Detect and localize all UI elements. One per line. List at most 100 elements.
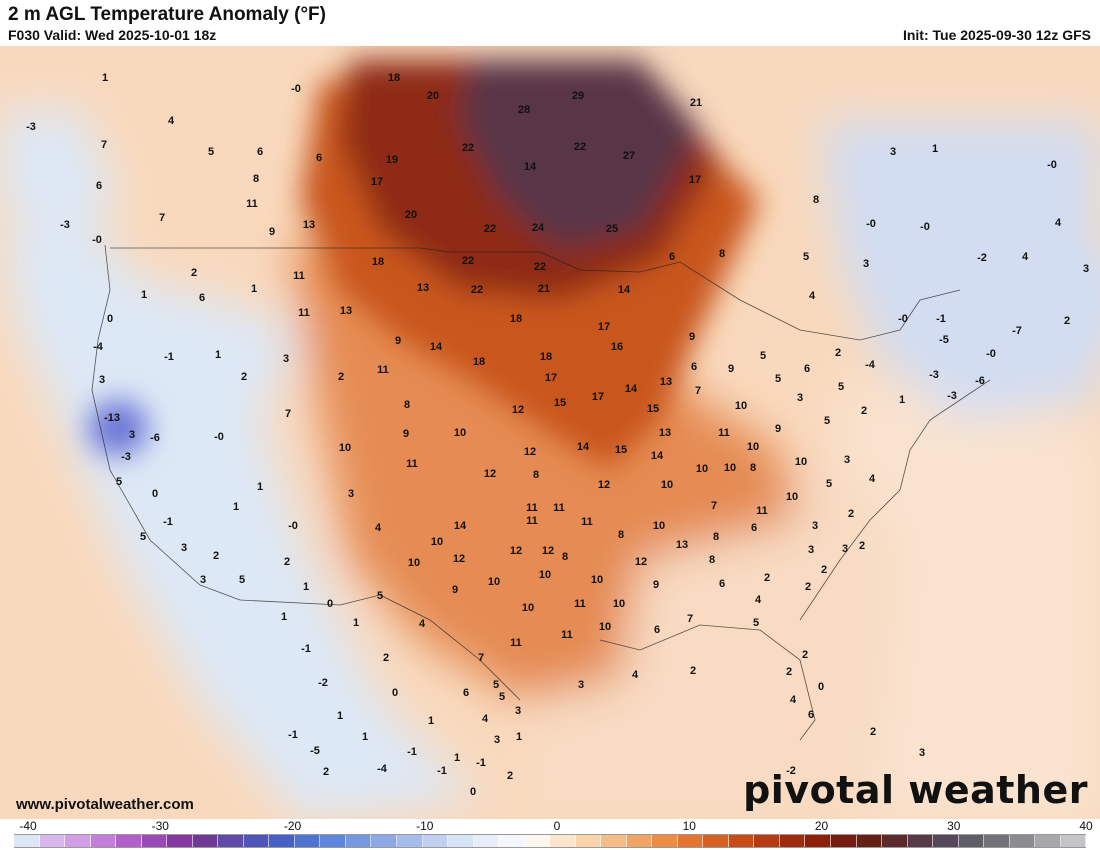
anomaly-value-label: -3 bbox=[60, 219, 70, 231]
anomaly-value-label: 11 bbox=[298, 307, 310, 319]
anomaly-value-label: -1 bbox=[437, 765, 447, 777]
anomaly-value-label: -4 bbox=[93, 341, 104, 353]
anomaly-value-label: 8 bbox=[533, 469, 539, 481]
anomaly-value-label: 3 bbox=[797, 392, 803, 404]
colorbar-swatch bbox=[1009, 835, 1036, 847]
anomaly-value-label: 5 bbox=[753, 617, 759, 629]
anomaly-value-label: 7 bbox=[687, 613, 693, 625]
colorbar-strip bbox=[14, 834, 1087, 848]
anomaly-value-label: 3 bbox=[200, 574, 206, 586]
anomaly-value-label: 3 bbox=[348, 488, 354, 500]
anomaly-value-label: 12 bbox=[542, 545, 554, 557]
anomaly-value-label: -1 bbox=[288, 729, 298, 741]
anomaly-value-label: 13 bbox=[659, 427, 671, 439]
anomaly-value-label: 2 bbox=[786, 666, 792, 678]
anomaly-value-label: 24 bbox=[532, 222, 545, 234]
map-title: 2 m AGL Temperature Anomaly (°F) bbox=[8, 4, 326, 25]
anomaly-value-label: 15 bbox=[554, 397, 566, 409]
anomaly-value-label: 12 bbox=[635, 556, 647, 568]
colorbar-swatch bbox=[703, 835, 729, 847]
anomaly-value-label: 1 bbox=[428, 715, 434, 727]
anomaly-value-label: 2 bbox=[284, 556, 290, 568]
anomaly-map[interactable]: 1 -0 18 20 28 29 21 -3 4 7 5 6 6 19 22 14 22 27 17 3 1 -0 6 8 17… bbox=[0, 46, 1100, 819]
anomaly-value-label: 0 bbox=[107, 313, 113, 325]
anomaly-value-label: 4 bbox=[482, 713, 489, 725]
anomaly-value-label: 22 bbox=[574, 141, 586, 153]
anomaly-value-label: 12 bbox=[510, 545, 522, 557]
anomaly-value-label: 5 bbox=[824, 415, 830, 427]
anomaly-value-label: 12 bbox=[598, 479, 610, 491]
anomaly-value-label: 10 bbox=[653, 520, 665, 532]
anomaly-value-label: -4 bbox=[865, 359, 876, 371]
anomaly-value-label: 12 bbox=[484, 468, 496, 480]
colorbar: -40 -30 -20 -10 0 10 20 30 40 bbox=[14, 819, 1093, 850]
anomaly-value-label: -3 bbox=[929, 369, 939, 381]
colorbar-swatch bbox=[575, 835, 602, 847]
anomaly-value-label: 10 bbox=[724, 462, 736, 474]
brand-logo: pivotal weather bbox=[743, 768, 1088, 812]
anomaly-value-label: 25 bbox=[606, 223, 618, 235]
anomaly-value-label: 5 bbox=[493, 679, 499, 691]
anomaly-value-label: -0 bbox=[920, 221, 930, 233]
anomaly-value-label: 8 bbox=[709, 554, 715, 566]
colorbar-swatch bbox=[601, 835, 627, 847]
anomaly-value-label: 2 bbox=[383, 652, 389, 664]
anomaly-value-label: 11 bbox=[574, 598, 586, 610]
anomaly-value-label: 22 bbox=[534, 261, 546, 273]
colorbar-tick-label: -30 bbox=[151, 819, 169, 833]
anomaly-value-label: -4 bbox=[377, 763, 388, 775]
anomaly-value-label: 10 bbox=[786, 491, 798, 503]
anomaly-value-label: 8 bbox=[750, 462, 756, 474]
anomaly-value-label: 1 bbox=[215, 349, 221, 361]
colorbar-swatch bbox=[39, 835, 66, 847]
colorbar-swatch bbox=[1035, 835, 1061, 847]
anomaly-value-label: 7 bbox=[711, 500, 717, 512]
anomaly-value-label: 22 bbox=[462, 255, 474, 267]
anomaly-value-label: 0 bbox=[327, 598, 333, 610]
anomaly-value-label: 18 bbox=[388, 72, 400, 84]
anomaly-value-label: 7 bbox=[101, 139, 107, 151]
colorbar-swatch bbox=[626, 835, 653, 847]
anomaly-value-label: 6 bbox=[808, 709, 814, 721]
anomaly-value-label: 10 bbox=[599, 621, 611, 633]
anomaly-value-label: 6 bbox=[199, 292, 205, 304]
anomaly-value-label: -2 bbox=[786, 765, 796, 777]
colorbar-swatch bbox=[218, 835, 244, 847]
anomaly-value-label: 12 bbox=[512, 404, 524, 416]
colorbar-swatch bbox=[933, 835, 959, 847]
anomaly-value-label: 17 bbox=[371, 176, 383, 188]
anomaly-value-label: 11 bbox=[510, 637, 522, 649]
anomaly-value-label: 2 bbox=[870, 726, 876, 738]
colorbar-swatch bbox=[882, 835, 908, 847]
anomaly-value-label: 14 bbox=[618, 284, 631, 296]
anomaly-value-label: 2 bbox=[821, 564, 827, 576]
anomaly-value-label: 8 bbox=[404, 399, 410, 411]
anomaly-value-label: 20 bbox=[405, 209, 417, 221]
anomaly-value-label: 3 bbox=[863, 258, 869, 270]
anomaly-value-label: 11 bbox=[756, 505, 768, 517]
init-time: Init: Tue 2025-09-30 12z GFS bbox=[902, 27, 1091, 43]
colorbar-swatch bbox=[269, 835, 295, 847]
anomaly-value-label: 17 bbox=[598, 321, 610, 333]
anomaly-value-label: 10 bbox=[539, 569, 551, 581]
anomaly-value-label: 16 bbox=[611, 341, 623, 353]
anomaly-value-label: 8 bbox=[253, 173, 259, 185]
anomaly-value-label: 4 bbox=[869, 473, 876, 485]
anomaly-value-label: 10 bbox=[431, 536, 443, 548]
anomaly-value-label: 4 bbox=[790, 694, 797, 706]
anomaly-value-label: 6 bbox=[257, 146, 263, 158]
anomaly-value-label: 7 bbox=[159, 212, 165, 224]
anomaly-value-label: 11 bbox=[246, 198, 258, 210]
anomaly-value-label: -13 bbox=[104, 412, 120, 424]
anomaly-value-label: 2 bbox=[859, 540, 865, 552]
gulf-coast bbox=[599, 624, 816, 741]
anomaly-value-label: -3 bbox=[26, 121, 36, 133]
anomaly-value-label: 8 bbox=[562, 551, 568, 563]
anomaly-value-label: 2 bbox=[690, 665, 696, 677]
anomaly-value-label: 6 bbox=[719, 578, 725, 590]
anomaly-value-label: 6 bbox=[691, 361, 697, 373]
anomaly-value-label: 2 bbox=[764, 572, 770, 584]
anomaly-value-label: -1 bbox=[407, 746, 417, 758]
anomaly-value-label: 21 bbox=[690, 97, 702, 109]
anomaly-value-label: 9 bbox=[775, 423, 781, 435]
